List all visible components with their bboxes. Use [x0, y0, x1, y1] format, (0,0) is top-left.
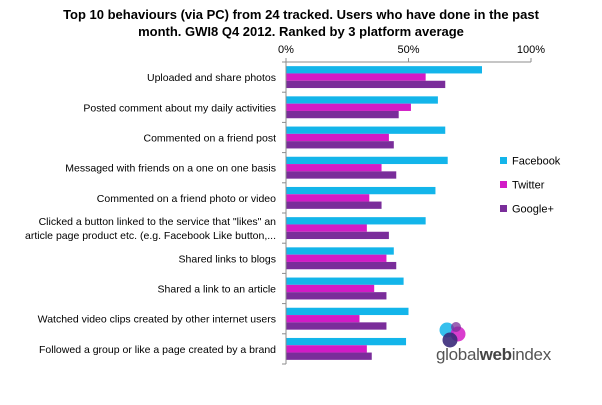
legend-swatch: [500, 157, 507, 164]
bar-google: [286, 141, 394, 149]
logo-mark: [439, 322, 466, 348]
category-label: Commented on a friend photo or video: [97, 193, 276, 205]
legend: Facebook Twitter Google+: [500, 156, 561, 216]
bar-facebook: [286, 217, 426, 225]
bar-google: [286, 80, 446, 89]
chart-title-line: month. GWI8 Q4 2012. Ranked by 3 platfor…: [138, 24, 464, 39]
brand-name: globalwebindex: [436, 345, 552, 364]
x-tick-label: 0%: [278, 44, 294, 56]
bar-facebook: [286, 277, 404, 285]
bar-google: [286, 322, 387, 330]
logo-circle: [451, 322, 461, 332]
bar-twitter: [286, 315, 360, 323]
legend-label: Twitter: [512, 180, 545, 192]
bar-twitter: [286, 254, 387, 262]
category-label: Uploaded and share photos: [147, 72, 276, 84]
legend-label: Facebook: [512, 156, 561, 168]
x-tick-label: 50%: [397, 44, 419, 56]
legend-label: Google+: [512, 204, 554, 216]
bar-google: [286, 231, 389, 240]
bar-twitter: [286, 133, 389, 142]
axes: [282, 58, 532, 365]
bar-google: [286, 292, 387, 300]
brand-name-light: global: [436, 345, 480, 364]
brand-name-end: index: [512, 345, 552, 364]
bar-twitter: [286, 284, 375, 293]
bar-twitter: [286, 103, 411, 111]
chart-title-line: Top 10 behaviours (via PC) from 24 track…: [63, 7, 540, 22]
category-label: Commented on a friend post: [144, 133, 277, 145]
category-label: Watched video clips created by other int…: [38, 314, 276, 326]
bar-facebook: [286, 337, 407, 346]
bar-twitter: [286, 194, 370, 202]
bar-facebook: [286, 307, 409, 316]
bar-google: [286, 171, 397, 179]
category-label: Clicked a button linked to the service t…: [39, 216, 277, 228]
category-label: Shared a link to an article: [158, 284, 277, 296]
category-label: Messaged with friends on a one on one ba…: [65, 163, 276, 175]
bar-twitter: [286, 73, 426, 81]
bar-facebook: [286, 66, 482, 74]
category-labels: Uploaded and share photos Posted comment …: [25, 72, 276, 356]
category-label: Posted comment about my daily activities: [83, 102, 276, 114]
brand-name-bold: web: [479, 345, 512, 364]
bar-twitter: [286, 164, 382, 172]
bar-google: [286, 110, 399, 119]
logo-circle: [442, 332, 458, 348]
bar-facebook: [286, 156, 448, 165]
category-label: Followed a group or like a page created …: [39, 344, 276, 356]
category-label: article page product etc. (e.g. Facebook…: [25, 230, 276, 242]
category-label: Shared links to blogs: [179, 253, 276, 265]
legend-swatch: [500, 205, 507, 212]
chart-title: Top 10 behaviours (via PC) from 24 track…: [63, 7, 540, 39]
bar-facebook: [286, 126, 446, 134]
bar-google: [286, 201, 382, 209]
bar-google: [286, 352, 372, 360]
globalwebindex-logo: globalwebindex: [436, 322, 552, 364]
bar-facebook: [286, 96, 438, 104]
bars: [286, 66, 482, 360]
bar-google: [286, 261, 397, 270]
bar-facebook: [286, 186, 436, 195]
bar-twitter: [286, 224, 367, 232]
x-tick-label: 100%: [517, 44, 545, 56]
x-axis-ticks: 0% 50% 100%: [278, 44, 545, 56]
bar-facebook: [286, 247, 394, 255]
legend-swatch: [500, 181, 507, 188]
bar-twitter: [286, 345, 367, 353]
